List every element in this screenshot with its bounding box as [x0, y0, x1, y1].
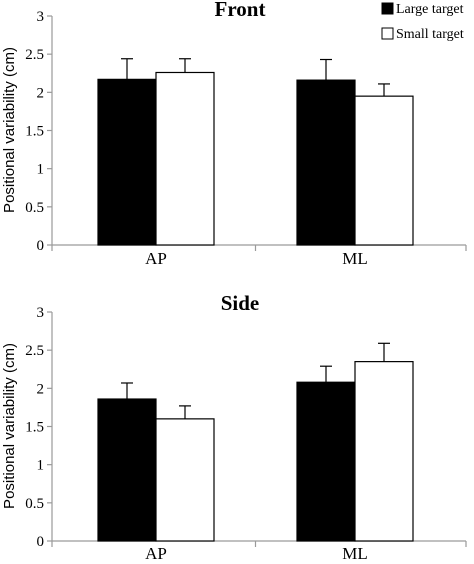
panel-2-y-tick-label: 1: [37, 458, 45, 474]
panel-2-y-tick-label: 2.5: [25, 343, 44, 359]
legend-label-small-target: Small target: [396, 27, 464, 42]
panel-2-category-label: AP: [145, 544, 167, 563]
panel-2-title: Side: [221, 291, 260, 315]
panel-2-y-axis-label: Positional variability (cm): [1, 343, 18, 509]
panel-1-title: Front: [215, 0, 266, 21]
panel-1-bar-small-target-ap: [155, 71, 215, 246]
legend-label-large-target: Large target: [396, 2, 464, 17]
panel-1-y-axis-label: Positional variability (cm): [1, 47, 18, 213]
panel-2-y-tick-label: 2: [37, 381, 45, 397]
panel-1-bar-large-target-ap: [97, 78, 157, 246]
panel-2-bar-large-target-ap: [97, 398, 157, 542]
panel-1-y-tick-label: 0: [37, 238, 45, 254]
panel-2-bar-small-target-ml: [354, 361, 414, 542]
panel-1-y-tick-label: 3: [37, 9, 45, 25]
panel-1-y-tick-label: 1: [37, 162, 45, 178]
panel-1-category-label: AP: [145, 249, 167, 268]
panel-2-y-tick-label: 1.5: [25, 420, 44, 436]
panel-1-bar-small-target-ml: [354, 95, 414, 246]
panel-2-category-label: ML: [342, 544, 368, 563]
panel-2-y-tick-label: 0.5: [25, 496, 44, 512]
panel-1-y-tick-label: 2.5: [25, 47, 44, 63]
panel-1-y-tick-label: 0.5: [25, 200, 44, 216]
panel-1-category-label: ML: [342, 249, 368, 268]
legend-swatch-small-target: [381, 27, 394, 40]
panel-2-y-tick-label: 0: [37, 534, 45, 550]
panel-2-bar-small-target-ap: [155, 418, 215, 542]
panel-1-bar-large-target-ml: [296, 79, 356, 246]
legend-swatch-large-target: [381, 2, 394, 15]
panel-1-y-tick-label: 2: [37, 85, 45, 101]
legend: Large target Small target: [381, 2, 464, 42]
panel-1-y-tick-label: 1.5: [25, 124, 44, 140]
panel-2-y-tick-label: 3: [37, 305, 45, 321]
panel-2-bar-large-target-ml: [296, 381, 356, 542]
